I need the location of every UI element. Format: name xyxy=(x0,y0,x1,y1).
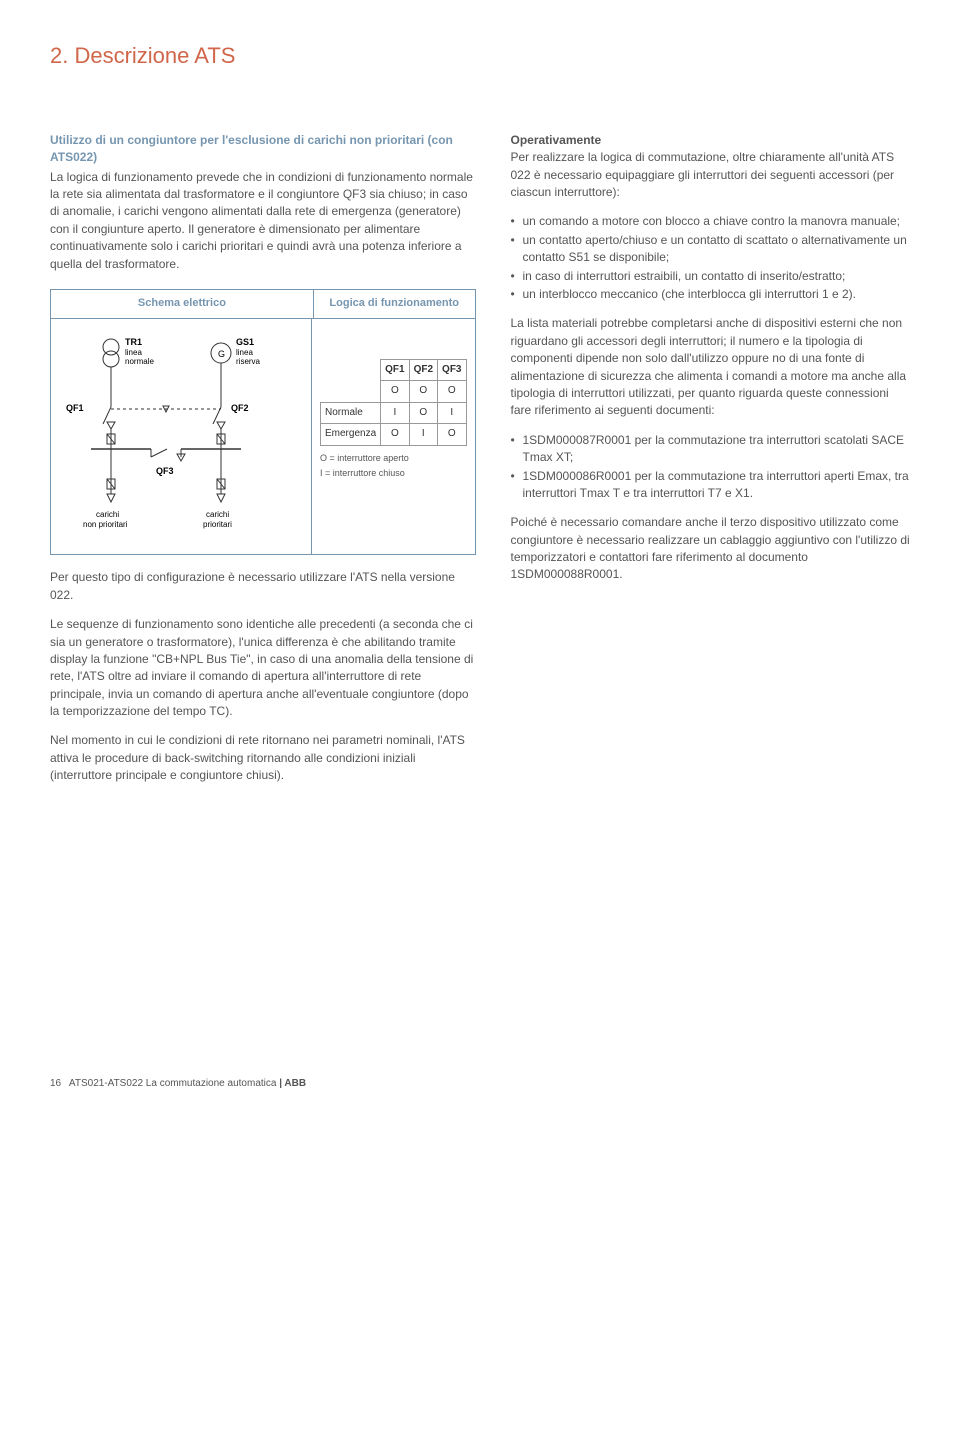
materials-text: La lista materiali potrebbe completarsi … xyxy=(511,315,911,419)
list-item: un comando a motore con blocco a chiave … xyxy=(511,213,911,230)
svg-text:prioritari: prioritari xyxy=(203,520,232,529)
svg-text:normale: normale xyxy=(125,357,154,366)
logic-col-qf1: QF1 xyxy=(381,359,409,381)
right-column: Operativamente Per realizzare la logica … xyxy=(511,132,911,797)
list-item: un interblocco meccanico (che interblocc… xyxy=(511,286,911,303)
list-item: un contatto aperto/chiuso e un contatto … xyxy=(511,232,911,267)
svg-text:linea: linea xyxy=(125,348,142,357)
svg-text:non prioritari: non prioritari xyxy=(83,520,128,529)
intro-paragraph: La logica di funzionamento prevede che i… xyxy=(50,169,476,273)
left-para-3: Le sequenze di funzionamento sono identi… xyxy=(50,616,476,720)
svg-text:QF3: QF3 xyxy=(156,466,174,476)
list-item: 1SDM000087R0001 per la commutazione tra … xyxy=(511,432,911,467)
accessories-list: un comando a motore con blocco a chiave … xyxy=(511,213,911,303)
logic-col-qf2: QF2 xyxy=(409,359,437,381)
svg-text:linea: linea xyxy=(236,348,253,357)
final-paragraph: Poiché è necessario comandare anche il t… xyxy=(511,514,911,584)
svg-text:carichi: carichi xyxy=(96,510,119,519)
svg-text:TR1: TR1 xyxy=(125,337,142,347)
list-item: 1SDM000086R0001 per la commutazione tra … xyxy=(511,468,911,503)
svg-text:QF1: QF1 xyxy=(66,403,84,413)
intro-heading: Utilizzo di un congiuntore per l'esclusi… xyxy=(50,132,476,167)
svg-text:QF2: QF2 xyxy=(231,403,249,413)
footer-brand: | ABB xyxy=(279,1078,306,1089)
schema-header-left: Schema elettrico xyxy=(51,290,314,318)
svg-text:GS1: GS1 xyxy=(236,337,254,347)
page-title: 2. Descrizione ATS xyxy=(50,40,910,72)
operativamente-head: Operativamente xyxy=(511,133,602,147)
page-footer: 16 ATS021-ATS022 La commutazione automat… xyxy=(50,1077,910,1092)
logic-legend: O = interruttore aperto I = interruttore… xyxy=(320,452,467,480)
documents-list: 1SDM000087R0001 per la commutazione tra … xyxy=(511,432,911,503)
electrical-diagram: TR1 linea normale G GS1 linea riserva xyxy=(51,319,312,554)
schema-header-right: Logica di funzionamento xyxy=(314,290,475,318)
footer-doc-title: ATS021-ATS022 La commutazione automatica xyxy=(69,1078,277,1089)
logic-table: QF1 QF2 QF3 O O O Normale I xyxy=(320,359,467,446)
logic-row-emergenza: Emergenza xyxy=(321,424,381,446)
svg-text:carichi: carichi xyxy=(206,510,229,519)
operativamente-block: Operativamente Per realizzare la logica … xyxy=(511,132,911,202)
schema-box: Schema elettrico Logica di funzionamento… xyxy=(50,289,476,555)
logic-panel: QF1 QF2 QF3 O O O Normale I xyxy=(312,319,475,554)
list-item: in caso di interruttori estraibili, un c… xyxy=(511,268,911,285)
content-columns: Utilizzo di un congiuntore per l'esclusi… xyxy=(50,132,910,797)
schema-body: TR1 linea normale G GS1 linea riserva xyxy=(51,319,475,554)
left-para-2: Per questo tipo di configurazione è nece… xyxy=(50,569,476,604)
logic-col-qf3: QF3 xyxy=(438,359,466,381)
left-para-4: Nel momento in cui le condizioni di rete… xyxy=(50,732,476,784)
page-number: 16 xyxy=(50,1078,61,1089)
left-column: Utilizzo di un congiuntore per l'esclusi… xyxy=(50,132,476,797)
operativamente-text: Per realizzare la logica di commutazione… xyxy=(511,150,895,199)
schema-header: Schema elettrico Logica di funzionamento xyxy=(51,290,475,319)
logic-row-normale: Normale xyxy=(321,402,381,424)
svg-text:G: G xyxy=(218,349,225,359)
svg-text:riserva: riserva xyxy=(236,357,261,366)
